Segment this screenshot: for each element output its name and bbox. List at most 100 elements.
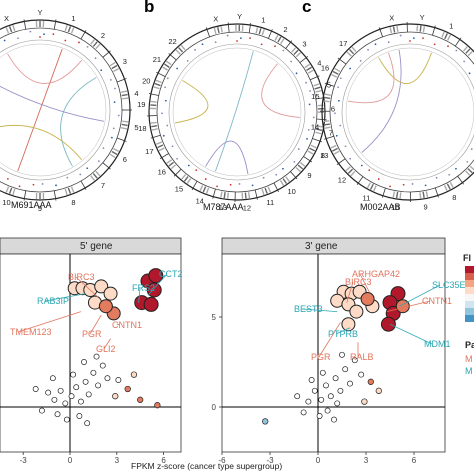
copy-number-point <box>117 114 120 117</box>
copy-number-point <box>335 134 338 137</box>
fusion-point <box>380 316 396 332</box>
ideogram-band <box>324 93 331 96</box>
ideogram-band <box>425 191 429 198</box>
chromosome-label: 18 <box>138 124 146 133</box>
chromosome-label: 16 <box>321 63 329 72</box>
chromosome-label: 1 <box>449 21 453 30</box>
chromosome-label: 8 <box>71 198 75 207</box>
chromosome-boundary <box>303 156 313 163</box>
ideogram-band <box>113 147 120 153</box>
colored-point <box>375 387 382 394</box>
chromosome-boundary <box>381 188 386 198</box>
chromosome-boundary <box>310 75 320 81</box>
background-point <box>63 416 70 423</box>
background-point <box>104 375 111 382</box>
fusion-point <box>349 304 364 319</box>
chromosome-boundary <box>315 96 326 100</box>
copy-number-point <box>39 36 41 38</box>
background-point <box>305 398 312 405</box>
chromosome-boundary <box>432 25 436 36</box>
chromosome-boundary <box>53 190 57 201</box>
rearrangement-arc <box>17 48 63 172</box>
copy-number-point <box>422 37 424 40</box>
rearrangement-arc <box>378 52 432 84</box>
ideogram-band <box>399 192 402 199</box>
chromosome-label: 12 <box>338 176 346 185</box>
ideogram-band <box>274 34 279 41</box>
copy-number-point <box>274 45 276 48</box>
ideogram-band <box>304 63 311 69</box>
ideogram-band <box>373 185 377 192</box>
circos-c-caption: M002AAB <box>360 202 401 212</box>
ideogram-band <box>392 191 396 198</box>
ideogram-band <box>331 147 338 152</box>
chromosome-label: 13 <box>219 203 227 212</box>
copy-number-point <box>176 67 179 70</box>
ideogram-band <box>324 96 331 100</box>
chromosome-label: 14 <box>196 196 204 205</box>
ideogram-band <box>12 25 16 32</box>
colorbar-segment <box>465 273 474 280</box>
colorbar-segment <box>465 266 474 273</box>
copy-number-point <box>43 33 45 36</box>
ideogram-band <box>324 126 331 130</box>
chromosome-label: 8 <box>321 151 325 160</box>
copy-number-point <box>297 148 300 150</box>
copy-number-point <box>306 137 308 140</box>
chromosome-label: 9 <box>38 204 42 213</box>
ideogram-band <box>396 25 399 33</box>
background-point <box>115 377 122 383</box>
copy-number-point <box>337 99 340 102</box>
label-leader-line <box>44 293 86 302</box>
rearrangement-arc <box>215 51 254 172</box>
ideogram-band <box>109 61 116 67</box>
chromosome-boundary <box>150 134 161 139</box>
legend-pa-title: Pa <box>465 340 474 350</box>
fill-colorbar <box>465 266 474 322</box>
ideogram-band <box>157 144 164 149</box>
gene-label: PGR <box>311 352 331 362</box>
rearrangement-arc <box>174 80 209 124</box>
ideogram-band <box>64 188 68 195</box>
circos-ideogram-ring <box>156 31 318 193</box>
copy-number-point <box>334 112 336 115</box>
chromosome-boundary <box>205 27 211 37</box>
ideogram-band <box>323 120 330 123</box>
ideogram-band <box>330 144 337 149</box>
ideogram-band <box>462 46 468 52</box>
gene-label: ARHGAP42 <box>352 269 400 279</box>
ideogram-band <box>255 27 259 34</box>
copy-number-point <box>201 43 204 46</box>
copy-number-point <box>466 160 469 163</box>
chromosome-label: 16 <box>158 168 166 177</box>
rearrangement-arc <box>0 85 105 122</box>
circos-outer-ring <box>148 23 326 201</box>
chromosome-boundary <box>268 29 273 39</box>
background-point <box>316 413 323 419</box>
background-point <box>300 409 307 416</box>
ideogram-band <box>280 38 285 45</box>
chromosome-label: 2 <box>283 25 287 34</box>
chromosome-label: 2 <box>101 31 105 40</box>
ideogram-band <box>217 27 220 34</box>
chromosome-label: 6 <box>331 104 335 113</box>
chromosome-boundary <box>148 93 159 96</box>
copy-number-point <box>204 178 207 180</box>
gene-label: PTPRB <box>328 329 358 339</box>
copy-number-point <box>360 164 363 167</box>
ideogram-band <box>282 178 288 184</box>
gene-label: FRS2 <box>132 283 155 293</box>
gene-label: RALB <box>350 352 374 362</box>
ideogram-band <box>369 183 374 190</box>
colorbar-segment <box>465 308 474 315</box>
chromosome-label: 4 <box>317 59 321 68</box>
ideogram-band <box>465 170 471 176</box>
copy-number-point <box>79 173 82 176</box>
ideogram-band <box>90 175 95 181</box>
copy-number-point <box>307 129 310 131</box>
ideogram-band <box>267 186 272 193</box>
ideogram-band <box>220 26 223 33</box>
copy-number-point <box>435 176 438 179</box>
panel-label-b: b <box>144 0 155 16</box>
copy-number-point <box>102 147 105 150</box>
